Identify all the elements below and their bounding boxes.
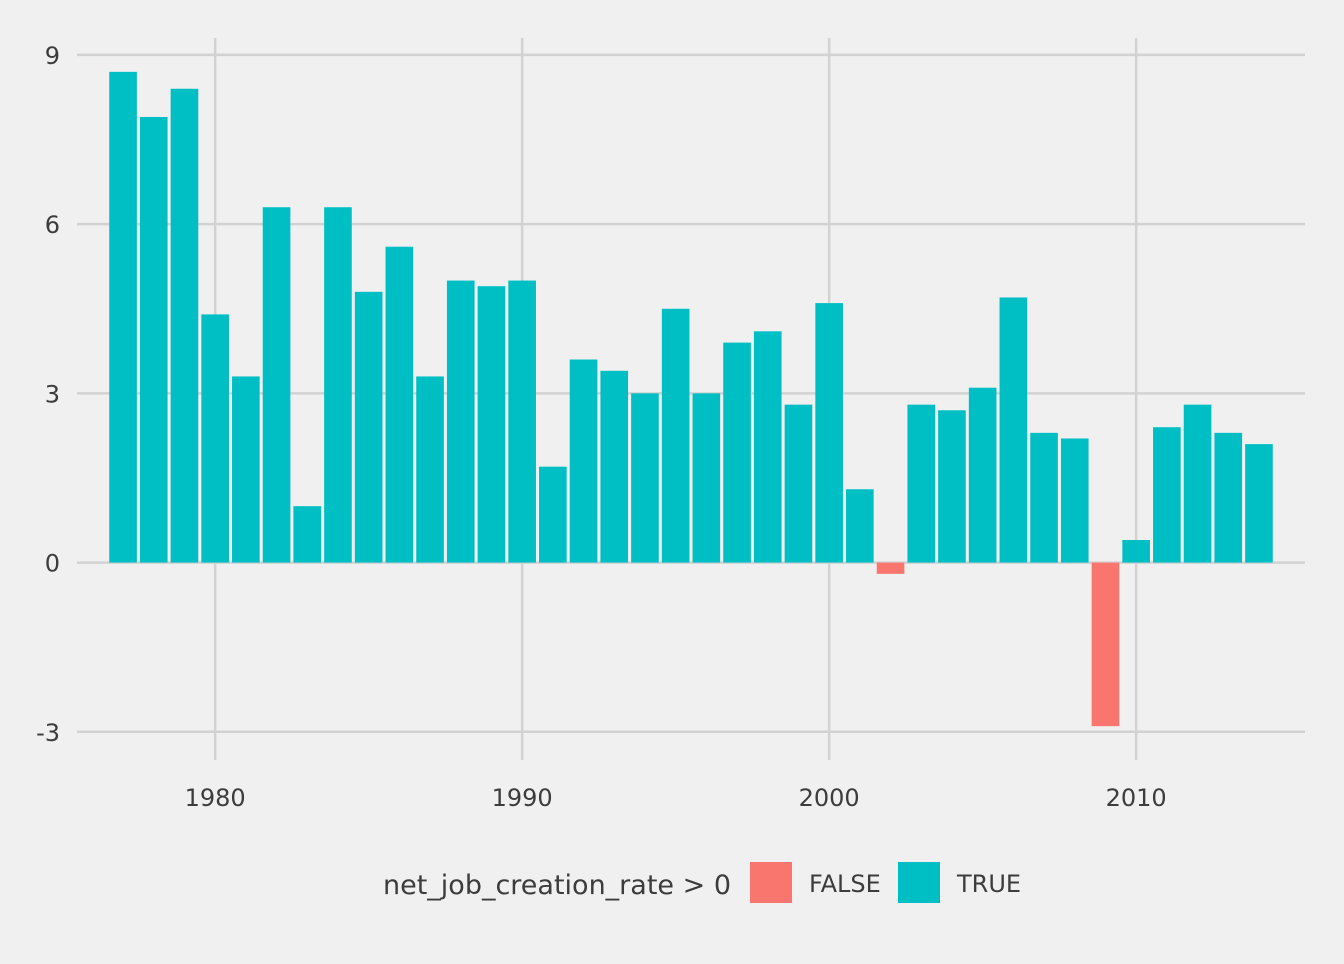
y-tick-label: 6 [45,211,60,239]
bar-2008 [1060,438,1089,563]
bar-1977 [109,71,137,563]
legend-key-true [898,862,940,903]
bar-1990 [508,280,536,563]
y-tick-label: -3 [36,719,60,747]
bar-1994 [631,393,659,563]
x-tick-label: 2000 [799,784,860,812]
bar-2011 [1153,427,1181,563]
bar-1987 [416,376,444,563]
y-gridlines [77,53,1305,734]
bar-1992 [569,359,598,563]
y-tick-labels: -3 0 3 6 9 [36,42,60,747]
x-tick-label: 1990 [492,784,553,812]
bar-1995 [661,308,690,563]
bar-2003 [907,404,936,563]
bar-1988 [446,280,475,563]
bar-2010 [1122,540,1150,563]
bar-2005 [968,387,997,563]
legend: net_job_creation_rate > 0 FALSE TRUE [383,862,1021,903]
bar-1999 [784,404,813,563]
bar-2014 [1245,444,1273,563]
bar-2000 [815,303,843,563]
y-tick-label: 0 [45,550,60,578]
x-tick-labels: 1980 1990 2000 2010 [185,784,1167,812]
bar-2002 [876,562,905,574]
bar-2013 [1214,432,1243,563]
legend-title: net_job_creation_rate > 0 [383,870,731,901]
bar-1985 [354,291,383,563]
x-tick-label: 1980 [185,784,246,812]
bar-2012 [1183,404,1212,563]
y-tick-label: 3 [45,380,60,408]
bar-1986 [385,246,414,563]
bar-1989 [477,286,506,563]
bar-1993 [600,370,629,563]
bar-2001 [846,489,874,563]
bar-2009 [1091,562,1120,727]
bar-1991 [539,466,567,563]
bar-2007 [1030,432,1058,563]
y-tick-label: 9 [45,42,60,70]
bar-1984 [324,207,352,563]
bars [109,71,1273,727]
legend-label-true: TRUE [956,870,1021,898]
bar-1982 [262,207,291,563]
bar-1981 [232,376,260,563]
bar-1996 [692,393,721,563]
bar-2006 [999,297,1028,563]
x-tick-label: 2010 [1106,784,1167,812]
legend-label-false: FALSE [809,870,881,898]
bar-1978 [139,116,168,563]
legend-key-false [750,862,792,903]
bar-1998 [753,331,782,563]
bar-1979 [170,88,199,563]
bar-1997 [723,342,751,563]
bar-1983 [293,506,322,563]
bar-1980 [201,314,229,563]
bar-2004 [938,410,966,563]
